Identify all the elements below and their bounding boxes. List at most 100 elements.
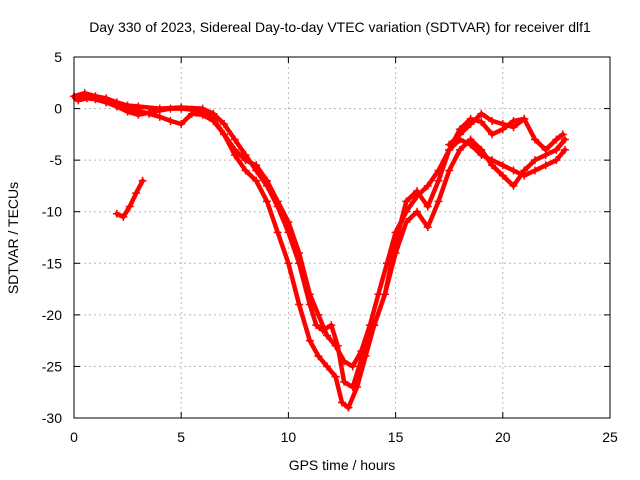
data-point: [402, 207, 411, 216]
data-point: [166, 104, 175, 113]
data-point: [187, 109, 196, 118]
x-tick-label: 15: [388, 429, 404, 445]
data-point: [252, 161, 261, 170]
data-point: [423, 202, 432, 211]
series-line: [73, 93, 568, 410]
data-point: [552, 145, 561, 154]
data-point: [125, 202, 134, 211]
data-point: [380, 290, 389, 299]
data-point: [530, 166, 539, 175]
data-point: [370, 321, 379, 330]
data-point: [209, 116, 218, 125]
data-point: [262, 197, 271, 206]
data-point: [402, 218, 411, 227]
data-point: [520, 166, 529, 175]
data-point: [509, 166, 518, 175]
data-point: [434, 176, 443, 185]
data-point: [273, 197, 282, 206]
x-tick-label: 0: [70, 429, 78, 445]
data-point: [314, 352, 323, 361]
y-tick-label: -15: [42, 255, 62, 271]
y-axis-label: SDTVAR / TECUs: [5, 182, 21, 294]
y-tick-label: -5: [50, 152, 63, 168]
data-point: [177, 120, 186, 129]
series-line: [71, 90, 566, 390]
y-tick-label: -20: [42, 307, 62, 323]
data-point: [230, 135, 239, 144]
tick-labels: 0 5 10 15 20 25 5 0 -5 -10 -15 -20 -25 -30: [42, 49, 618, 445]
data-point: [134, 106, 143, 115]
x-axis-label: GPS time / hours: [289, 457, 396, 473]
plot-frame: [73, 56, 611, 419]
data-point: [198, 110, 207, 119]
data-point: [353, 383, 362, 392]
data-point: [391, 228, 400, 237]
data-point: [331, 372, 340, 381]
x-tick-label: 5: [177, 429, 185, 445]
data-point: [413, 207, 422, 216]
data-point: [348, 362, 357, 371]
data-point: [166, 116, 175, 125]
data-point: [361, 352, 370, 361]
data-point: [252, 176, 261, 185]
data-point: [520, 114, 529, 123]
data-point: [241, 156, 250, 165]
data-point: [455, 145, 464, 154]
y-tick-label: -25: [42, 358, 62, 374]
data-point: [357, 346, 366, 355]
y-tick-label: -30: [42, 410, 62, 426]
data-point: [327, 321, 336, 330]
data-point: [466, 135, 475, 144]
data-point: [132, 189, 141, 198]
data-point: [541, 150, 550, 159]
data-point: [560, 135, 569, 144]
data-point: [530, 135, 539, 144]
data-point: [112, 101, 121, 110]
data-point: [445, 166, 454, 175]
data-point: [498, 120, 507, 129]
data-point: [498, 171, 507, 180]
data-point: [552, 135, 561, 144]
data-point: [338, 398, 346, 407]
x-tick-label: 25: [602, 429, 618, 445]
data-point: [284, 259, 293, 268]
data-point: [402, 197, 411, 206]
data-point: [273, 228, 282, 237]
data-point: [530, 156, 539, 165]
data-point: [423, 223, 432, 232]
data-point: [145, 109, 154, 118]
data-point: [498, 161, 507, 170]
y-tick-label: 0: [54, 101, 62, 117]
series-track-1: [70, 89, 567, 392]
series-track-4: [112, 176, 147, 221]
data-point: [340, 377, 349, 386]
data-point: [488, 116, 497, 125]
data-point: [305, 336, 314, 345]
data-point: [123, 104, 132, 113]
data-point: [322, 362, 331, 371]
chart-title: Day 330 of 2023, Sidereal Day-to-day VTE…: [89, 19, 591, 35]
data-point: [541, 161, 550, 170]
data-point: [295, 300, 304, 309]
data-point: [413, 192, 422, 201]
data-point: [434, 166, 443, 175]
data-point: [331, 341, 340, 350]
data-point: [383, 259, 392, 268]
data-point: [477, 109, 486, 118]
series-track-5: [445, 109, 529, 149]
data-point: [220, 120, 229, 129]
data-point: [391, 248, 400, 257]
x-tick-label: 20: [495, 429, 511, 445]
data-point: [340, 357, 349, 366]
data-point: [509, 181, 518, 190]
data-point: [230, 150, 239, 159]
data-point: [155, 112, 164, 121]
data-point: [423, 181, 432, 190]
data-point: [455, 130, 464, 139]
data-point: [72, 94, 81, 103]
series-track-3: [72, 92, 569, 412]
data-point: [558, 130, 567, 139]
data-point: [177, 104, 186, 113]
data-point: [344, 403, 353, 412]
